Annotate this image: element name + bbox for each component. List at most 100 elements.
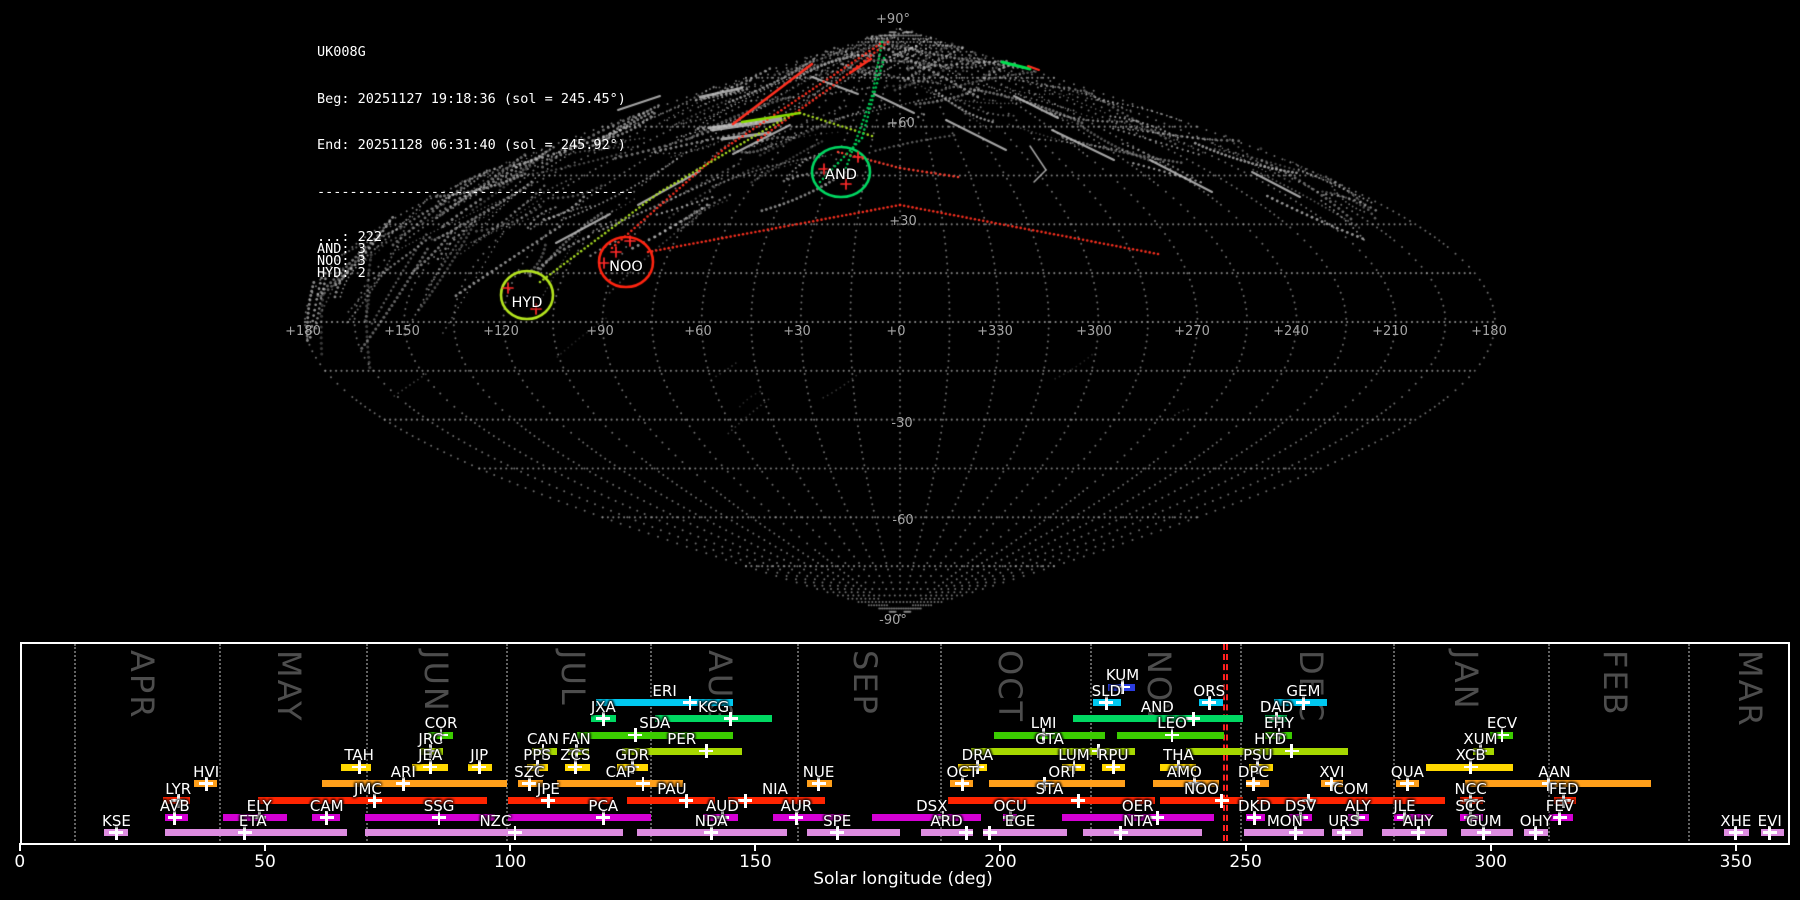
shower-bar: [1185, 747, 1348, 755]
shower-peak-marker: [396, 776, 411, 791]
shower-peak-marker: [1106, 760, 1121, 774]
south-pole-label: -90°: [879, 613, 907, 628]
month-gridline: [1687, 644, 1690, 841]
shower-peak-marker: [1473, 744, 1488, 758]
shower-label: STA: [1035, 779, 1064, 798]
shower-peak-marker: [1324, 776, 1339, 791]
shower-peak-marker: [1336, 825, 1351, 840]
shower-peak-marker: [530, 760, 545, 774]
shower-peak-marker: [1066, 760, 1081, 774]
session-header: UK008G Beg: 20251127 19:18:36 (sol = 245…: [317, 14, 634, 310]
shower-label: LEO: [1157, 714, 1187, 732]
shower-bar: [365, 829, 624, 836]
shower-peak-marker: [679, 793, 694, 808]
shower-peak-marker: [1246, 776, 1261, 791]
shower-peak-marker: [982, 825, 997, 840]
month-gridline: [1547, 644, 1550, 841]
shower-label: ECV: [1486, 714, 1518, 732]
shower-count-line: AND: 3: [317, 241, 366, 257]
shower-bar: [1062, 814, 1214, 821]
shower-bar: [970, 747, 1136, 755]
shower-label: ORI: [1048, 762, 1076, 781]
longitude-label: +180: [1471, 324, 1507, 339]
shower-peak-marker: [423, 760, 438, 774]
x-tick-label: 250: [1229, 852, 1262, 872]
shower-bar: [1083, 829, 1203, 836]
shower-peak-marker: [1556, 793, 1571, 808]
shower-peak-marker: [1463, 793, 1478, 808]
shower-label: ZCS: [560, 746, 591, 764]
month-gridline: [366, 644, 369, 841]
shower-label: OCT: [946, 762, 978, 781]
shower-label: HYD: [1254, 730, 1287, 748]
shower-label: NUE: [802, 762, 835, 781]
shower-label: NZC: [479, 811, 512, 830]
shower-label: AND: [1140, 697, 1174, 716]
shower-peak-marker: [1288, 825, 1303, 840]
longitude-label: +210: [1372, 324, 1408, 339]
longitude-label: +90: [586, 324, 614, 339]
shower-label: SZC: [514, 762, 545, 781]
shower-label: PPS: [523, 746, 551, 764]
shower-bar: [365, 814, 495, 821]
month-gridline: [1392, 644, 1395, 841]
shower-peak-marker: [1762, 825, 1777, 840]
latitude-label: +30: [889, 214, 917, 229]
shower-peak-marker: [352, 760, 367, 774]
x-tick-label: 0: [14, 852, 26, 872]
shower-label: XVI: [1319, 762, 1345, 781]
month-gridline: [218, 644, 221, 841]
shower-label: THA: [1163, 746, 1194, 764]
shower-peak-marker: [811, 776, 826, 791]
shower-count-line: ...: 222: [317, 229, 383, 245]
shower-bar: [807, 829, 901, 836]
shower-label: JEA: [418, 746, 443, 764]
shower-label: CAM: [309, 796, 344, 815]
shower-label: COR: [424, 714, 458, 732]
current-sol-line: [1223, 644, 1226, 841]
sky-map-canvas: [0, 0, 1800, 640]
month-gridline: [649, 644, 652, 841]
month-label: JUL: [554, 650, 593, 707]
shower-peak-marker: [628, 728, 643, 742]
radiant-label-and: AND: [825, 167, 857, 183]
shower-label: FAN: [561, 730, 591, 748]
shower-peak-marker: [830, 825, 845, 840]
shower-peak-marker: [1171, 760, 1186, 774]
x-tick: [1734, 843, 1737, 851]
month-gridline: [797, 644, 800, 841]
longitude-label: +120: [483, 324, 519, 339]
shower-peak-marker: [1495, 728, 1510, 742]
current-sol-line: [1225, 644, 1228, 841]
shower-peak-marker: [319, 810, 334, 825]
month-label: OCT: [990, 650, 1029, 724]
shower-peak-marker: [936, 810, 951, 825]
shower-peak-marker: [1271, 728, 1286, 742]
shower-peak-marker: [1037, 776, 1052, 791]
shower-bar: [1072, 715, 1243, 722]
x-tick: [1489, 843, 1492, 851]
x-tick-label: 50: [254, 852, 276, 872]
shower-label: MON: [1266, 811, 1303, 830]
longitude-label: +30: [783, 324, 811, 339]
shower-peak-marker: [704, 825, 719, 840]
shower-bar: [596, 699, 734, 706]
shower-peak-marker: [1476, 825, 1491, 840]
shower-peak-marker: [1186, 711, 1201, 726]
shower-label: AVB: [159, 796, 190, 815]
shower-peak-marker: [432, 810, 447, 825]
shower-label: DRA: [961, 746, 994, 764]
shower-label: SSG: [423, 796, 455, 815]
x-tick-label: 300: [1474, 852, 1507, 872]
month-gridline: [74, 644, 77, 841]
latitude-label: -60: [892, 513, 914, 528]
shower-bar: [948, 797, 1156, 804]
shower-label: AMO: [1166, 762, 1202, 781]
shower-label: EHY: [1263, 714, 1294, 732]
shower-label: DSV: [1284, 796, 1317, 815]
shower-peak-marker: [1091, 744, 1106, 758]
month-label: JUN: [417, 650, 456, 713]
shower-label: JXA: [590, 697, 616, 716]
shower-peak-marker: [1293, 810, 1308, 825]
